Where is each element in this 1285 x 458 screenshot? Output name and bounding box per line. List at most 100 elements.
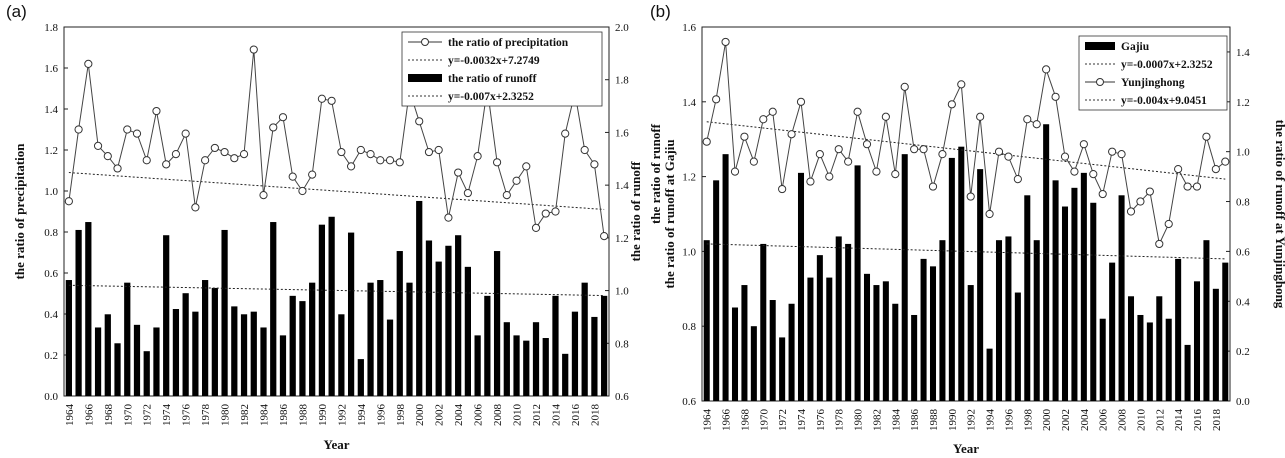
- x-tick-label: 1982: [871, 409, 883, 431]
- data-point: [385, 156, 395, 165]
- data-point: [759, 115, 768, 124]
- chart-b-svg: 0.6 0.8 1.0 1.2 1.4 1.6 0.0 0.2 0.4 0.6 0.8 1.0 1.2 1…: [648, 22, 1285, 456]
- x-tick-label: 1972: [142, 404, 154, 426]
- bar: [807, 277, 814, 401]
- legend-label: Gajiu: [1121, 41, 1150, 53]
- bar: [1203, 240, 1210, 401]
- legend-label: y=-0.0007x+2.3252: [1121, 59, 1213, 71]
- data-point: [376, 156, 385, 165]
- data-point: [259, 191, 268, 200]
- data-point: [220, 147, 229, 157]
- data-point: [288, 172, 297, 181]
- bar: [939, 240, 946, 401]
- bar: [532, 322, 540, 396]
- data-point: [844, 157, 853, 166]
- left-tick-label: 1.2: [682, 172, 696, 184]
- right-tick-label: 2.0: [615, 22, 629, 34]
- x-tick-label: 2008: [492, 403, 504, 426]
- x-tick-label: 1994: [356, 404, 368, 427]
- data-point: [210, 143, 219, 153]
- left-tick-label: 1.0: [682, 246, 696, 258]
- bar: [435, 261, 442, 396]
- x-tick-label: 1974: [796, 409, 808, 432]
- data-point: [702, 137, 711, 146]
- data-point: [152, 106, 161, 116]
- bar: [1109, 262, 1116, 401]
- x-tick-label: 1974: [161, 404, 173, 427]
- x-axis-title: Year: [324, 437, 350, 452]
- bar: [863, 273, 871, 401]
- x-tick-label: 2004: [453, 404, 465, 427]
- bar: [1014, 292, 1021, 401]
- right-axis-title: the ratio of runoff at Yunjinghong: [1273, 120, 1285, 309]
- data-point: [103, 152, 112, 161]
- bar: [995, 240, 1003, 401]
- bar: [377, 280, 384, 396]
- x-tick-label: 1964: [702, 409, 714, 432]
- data-point: [1145, 187, 1154, 196]
- bar: [552, 295, 559, 396]
- data-point: [230, 154, 239, 163]
- x-tick-label: 1992: [336, 404, 348, 426]
- bar: [1156, 296, 1163, 401]
- data-point: [600, 232, 609, 241]
- bar: [722, 154, 729, 401]
- bar: [202, 280, 209, 396]
- left-axis-title: the ratio of precipitation: [12, 143, 27, 280]
- data-point: [900, 82, 909, 91]
- x-tick-label: 1984: [890, 409, 902, 432]
- x-axis-title: Year: [953, 441, 979, 456]
- x-tick-label: 1998: [1022, 409, 1034, 432]
- data-point: [721, 37, 730, 47]
- x-tick-label: 1970: [758, 409, 770, 432]
- bar: [493, 251, 501, 396]
- right-tick-label: 0.0: [1236, 396, 1250, 408]
- data-point: [522, 162, 531, 171]
- legend-label: the ratio of precipitation: [448, 37, 569, 49]
- left-tick-label: 0.8: [682, 321, 696, 333]
- data-point: [512, 176, 521, 185]
- data-point: [444, 213, 453, 222]
- bar: [1090, 202, 1097, 401]
- x-tick-label: 2000: [1041, 409, 1053, 432]
- x-tick-label: 2002: [434, 404, 446, 426]
- x-tick-label: 1966: [83, 404, 95, 427]
- bar: [124, 282, 131, 396]
- plot-frame: [701, 26, 1231, 402]
- right-tick-label: 1.4: [615, 180, 629, 192]
- bar: [328, 216, 335, 396]
- bar: [967, 285, 974, 401]
- data-point: [142, 156, 151, 165]
- legend-label: y=-0.004x+9.0451: [1121, 95, 1207, 107]
- data-point: [938, 150, 947, 159]
- data-point: [181, 129, 190, 138]
- bar: [260, 327, 267, 396]
- data-point: [891, 170, 900, 179]
- bar: [1137, 314, 1144, 401]
- x-tick-label: 2016: [1192, 409, 1204, 432]
- bar: [75, 229, 82, 396]
- bar: [703, 240, 710, 401]
- x-tick-label: 1996: [1003, 409, 1015, 432]
- bar: [85, 222, 92, 396]
- data-point: [834, 145, 843, 154]
- data-point: [327, 96, 336, 105]
- bar: [1212, 288, 1219, 401]
- bar: [289, 295, 296, 396]
- data-point: [1155, 239, 1164, 249]
- data-point: [806, 177, 815, 186]
- bar: [562, 353, 569, 396]
- data-point: [778, 184, 787, 194]
- bar: [826, 277, 833, 401]
- x-tick-label: 1996: [375, 404, 387, 427]
- data-point: [928, 182, 938, 191]
- bar: [873, 285, 880, 401]
- data-point: [1136, 197, 1145, 206]
- right-tick-label: 0.2: [1236, 346, 1250, 358]
- x-tick-label: 1972: [777, 409, 789, 431]
- data-point: [1042, 65, 1051, 74]
- x-tick-label: 2018: [589, 404, 601, 427]
- data-point: [531, 223, 541, 232]
- data-point: [1192, 182, 1202, 191]
- data-point: [1126, 207, 1136, 216]
